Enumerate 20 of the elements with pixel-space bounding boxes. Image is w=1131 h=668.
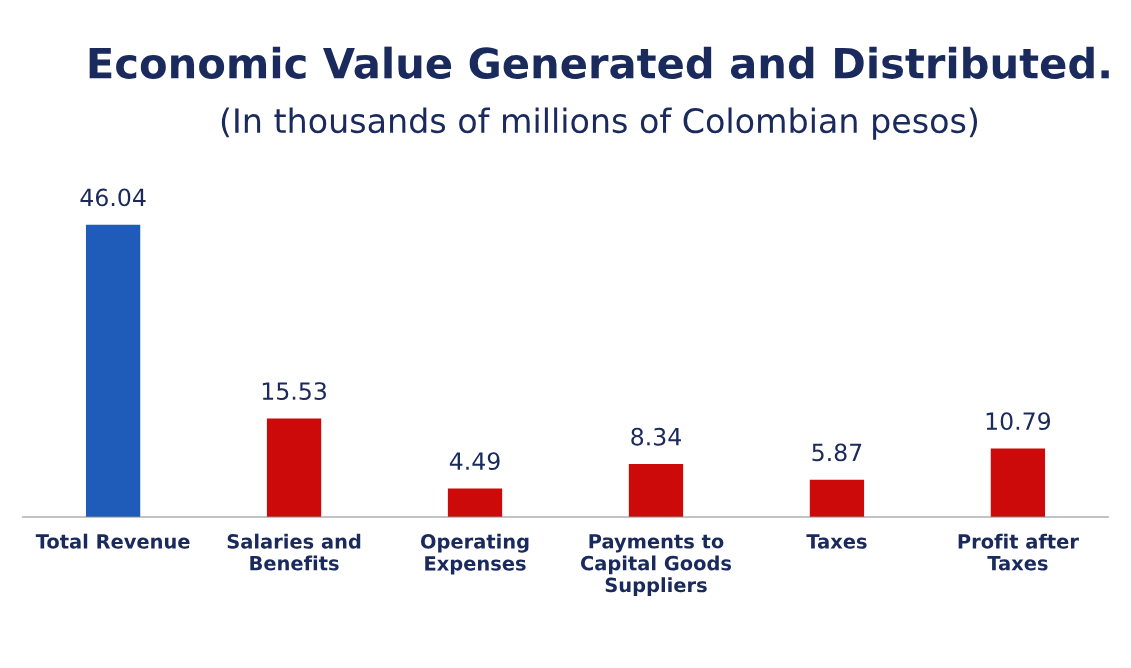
data-label: 8.34: [631, 427, 681, 446]
bar: [85, 224, 141, 518]
bar: [809, 479, 865, 518]
bar: [447, 488, 503, 518]
chart-subtitle: (In thousands of millions of Colombian pesos): [221, 107, 978, 140]
x-tick-label: Salaries and Benefits: [227, 533, 361, 571]
chart-title: Economic Value Generated and Distributed.: [89, 46, 1109, 79]
x-tick-label: Operating Expenses: [420, 533, 529, 575]
bar: [628, 464, 684, 518]
data-label: 15.53: [262, 382, 326, 400]
x-tick-label: Total Revenue: [35, 533, 190, 549]
data-label: 46.04: [80, 188, 146, 207]
bar: [266, 418, 322, 518]
x-tick-label: Payments to Capital Goods Suppliers: [580, 534, 732, 597]
x-tick-label: Taxes: [806, 534, 867, 549]
data-label: 5.87: [812, 443, 862, 462]
data-label: 10.79: [986, 412, 1051, 431]
bar: [990, 448, 1046, 518]
x-tick-label: Profit after Taxes: [958, 533, 1079, 571]
data-label: 4.49: [449, 452, 500, 471]
